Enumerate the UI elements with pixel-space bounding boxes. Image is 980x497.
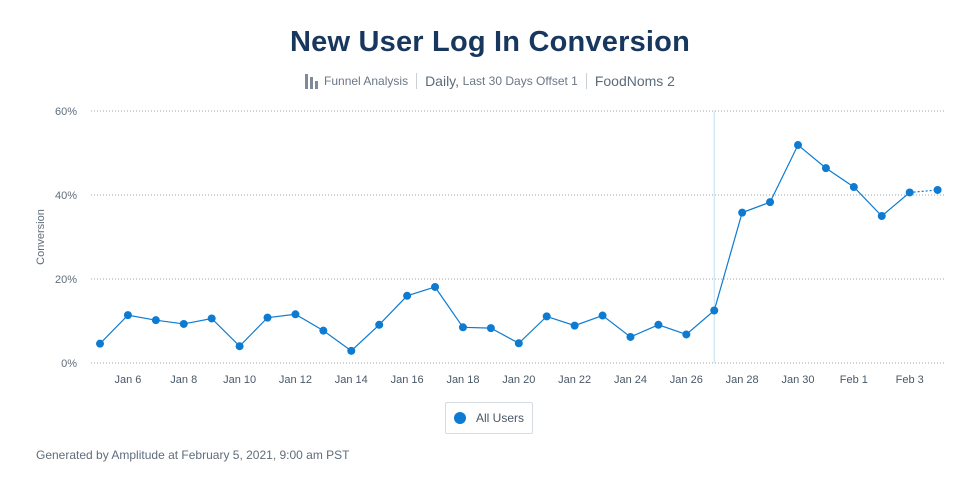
x-tick-label: Jan 18 bbox=[446, 374, 479, 386]
chart-kind[interactable]: Funnel Analysis bbox=[297, 73, 416, 89]
data-point[interactable] bbox=[738, 208, 747, 217]
data-point[interactable] bbox=[849, 183, 858, 192]
data-point[interactable] bbox=[319, 326, 328, 335]
footer-note: Generated by Amplitude at February 5, 20… bbox=[36, 448, 350, 462]
data-point[interactable] bbox=[458, 323, 467, 332]
x-tick-label: Jan 10 bbox=[223, 374, 256, 386]
data-point[interactable] bbox=[654, 320, 663, 329]
data-point[interactable] bbox=[151, 316, 160, 325]
data-point[interactable] bbox=[514, 339, 523, 348]
data-point[interactable] bbox=[123, 311, 132, 320]
data-point[interactable] bbox=[905, 188, 914, 197]
data-point[interactable] bbox=[347, 346, 356, 355]
legend-label: All Users bbox=[476, 411, 525, 425]
data-point[interactable] bbox=[710, 306, 719, 315]
data-point[interactable] bbox=[96, 339, 104, 348]
y-axis-label: Conversion bbox=[35, 209, 47, 265]
series-line-incomplete bbox=[909, 189, 938, 194]
data-point[interactable] bbox=[626, 332, 635, 341]
x-tick-label: Feb 3 bbox=[896, 374, 924, 386]
data-point[interactable] bbox=[766, 198, 775, 207]
data-point[interactable] bbox=[682, 330, 691, 339]
legend-item-all-users[interactable]: All Users bbox=[445, 402, 533, 434]
interval-selector[interactable]: Daily, Last 30 Days Offset 1 bbox=[416, 73, 586, 89]
data-point[interactable] bbox=[598, 311, 607, 320]
data-point[interactable] bbox=[375, 320, 384, 329]
x-tick-label: Jan 6 bbox=[114, 374, 141, 386]
interval-range: Last 30 Days Offset 1 bbox=[462, 74, 578, 88]
y-tick-label: 0% bbox=[61, 358, 77, 370]
data-point[interactable] bbox=[403, 291, 412, 300]
data-point[interactable] bbox=[542, 312, 551, 321]
x-tick-label: Jan 16 bbox=[391, 374, 424, 386]
data-point[interactable] bbox=[486, 324, 495, 333]
series-line bbox=[99, 144, 911, 352]
data-point[interactable] bbox=[877, 212, 886, 220]
data-point[interactable] bbox=[179, 319, 188, 328]
data-point[interactable] bbox=[263, 313, 272, 322]
data-point[interactable] bbox=[570, 321, 579, 330]
y-tick-label: 40% bbox=[55, 190, 77, 202]
project-selector[interactable]: FoodNoms 2 bbox=[585, 73, 683, 89]
chart-title: New User Log In Conversion bbox=[290, 26, 690, 58]
interval-prefix: Daily, bbox=[425, 73, 460, 89]
data-point[interactable] bbox=[431, 282, 440, 291]
x-tick-label: Jan 14 bbox=[335, 374, 368, 386]
y-tick-label: 20% bbox=[55, 274, 77, 286]
data-point[interactable] bbox=[291, 310, 300, 319]
x-tick-label: Jan 24 bbox=[614, 374, 647, 386]
chart-kind-label: Funnel Analysis bbox=[324, 74, 409, 88]
y-tick-label: 60% bbox=[55, 106, 77, 118]
x-tick-label: Feb 1 bbox=[840, 374, 868, 386]
x-tick-label: Jan 22 bbox=[558, 374, 591, 386]
funnel-chart-icon bbox=[305, 73, 319, 89]
x-tick-label: Jan 26 bbox=[670, 374, 703, 386]
data-point[interactable] bbox=[933, 185, 942, 194]
legend-dot-icon bbox=[454, 412, 466, 424]
x-tick-label: Jan 8 bbox=[170, 374, 197, 386]
chart-subtitle: Funnel Analysis Daily, Last 30 Days Offs… bbox=[0, 73, 980, 89]
x-tick-label: Jan 20 bbox=[502, 374, 535, 386]
x-tick-label: Jan 12 bbox=[279, 374, 312, 386]
x-tick-label: Jan 28 bbox=[726, 374, 759, 386]
data-point[interactable] bbox=[794, 141, 802, 150]
project-name: FoodNoms 2 bbox=[594, 73, 675, 89]
data-point[interactable] bbox=[235, 342, 244, 351]
line-chart: 0% 20% 40% 60% Conversion Jan 6 Jan 8 Jan 10 Jan… bbox=[35, 106, 945, 386]
data-point[interactable] bbox=[207, 314, 216, 323]
x-tick-label: Jan 30 bbox=[781, 374, 814, 386]
data-point[interactable] bbox=[821, 164, 830, 173]
